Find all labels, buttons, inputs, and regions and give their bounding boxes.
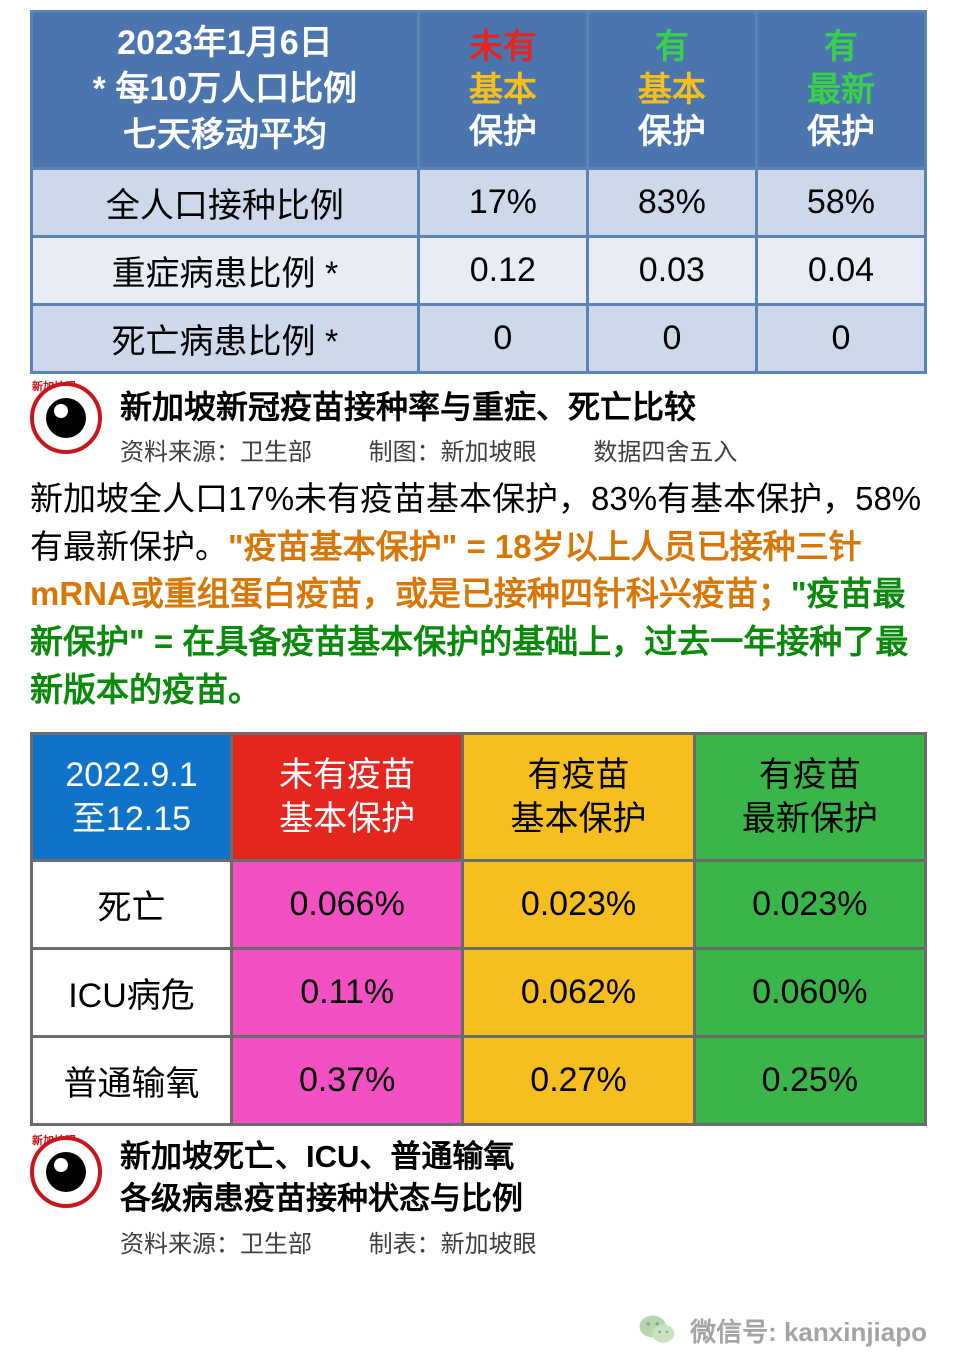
t1-r1-label: 重症病患比例 * xyxy=(32,236,419,304)
table-row: ICU病危 0.11% 0.062% 0.060% xyxy=(32,949,926,1037)
t1-r2-label: 死亡病患比例 * xyxy=(32,304,419,372)
explanation-paragraph: 新加坡全人口17%未有疫苗基本保护，83%有基本保护，58%有最新保护。"疫苗基… xyxy=(30,475,927,714)
t1-c1-l1: 未有 xyxy=(424,26,582,69)
caption2-title-l1: 新加坡死亡、ICU、普通输氧 xyxy=(120,1139,514,1174)
t1-r1-v1: 0.12 xyxy=(418,236,587,304)
t2-h2-l2: 基本保护 xyxy=(237,797,457,841)
t2-h2: 未有疫苗 基本保护 xyxy=(232,733,463,860)
logo-icon: 新加坡眼 xyxy=(30,1136,110,1216)
logo-circle-icon xyxy=(30,382,102,454)
t2-r0-v2: 0.023% xyxy=(463,861,694,949)
t1-r2-v1: 0 xyxy=(418,304,587,372)
table-row: 全人口接种比例 17% 83% 58% xyxy=(32,168,926,236)
t1-hl-line2: * 每10万人口比例 xyxy=(37,67,413,113)
t1-col3-header: 有 最新 保护 xyxy=(756,12,925,169)
t2-r1-label: ICU病危 xyxy=(32,949,232,1037)
t1-c2-l3: 保护 xyxy=(593,111,751,154)
caption1-text: 新加坡新冠疫苗接种率与重症、死亡比较 资料来源：卫生部 制图：新加坡眼 数据四舍… xyxy=(120,382,927,467)
logo-circle-icon xyxy=(30,1136,102,1208)
t1-r0-v1: 17% xyxy=(418,168,587,236)
caption1-note: 数据四舍五入 xyxy=(593,432,737,467)
t2-h1-l1: 2022.9.1 xyxy=(37,753,226,797)
t1-hl-line1: 2023年1月6日 xyxy=(37,21,413,67)
t2-r2-v1: 0.37% xyxy=(232,1037,463,1125)
t1-hl-line3: 七天移动平均 xyxy=(37,113,413,159)
t2-h2-l1: 未有疫苗 xyxy=(237,753,457,797)
t2-h4: 有疫苗 最新保护 xyxy=(694,733,925,860)
caption2-title: 新加坡死亡、ICU、普通输氧 各级病患疫苗接种状态与比例 xyxy=(120,1136,927,1220)
t2-r1-v3: 0.060% xyxy=(694,949,925,1037)
table-row: 死亡 0.066% 0.023% 0.023% xyxy=(32,861,926,949)
t1-r1-v3: 0.04 xyxy=(756,236,925,304)
t1-col1-header: 未有 基本 保护 xyxy=(418,12,587,169)
logo-eye-icon xyxy=(46,398,86,438)
caption1-title: 新加坡新冠疫苗接种率与重症、死亡比较 xyxy=(120,382,927,428)
t1-c3-l2: 最新 xyxy=(762,69,920,112)
t2-h3-l2: 基本保护 xyxy=(468,797,688,841)
t2-r2-v3: 0.25% xyxy=(694,1037,925,1125)
t2-r0-label: 死亡 xyxy=(32,861,232,949)
t2-r1-v2: 0.062% xyxy=(463,949,694,1037)
caption2-maker: 制表：新加坡眼 xyxy=(369,1224,537,1259)
t2-h1: 2022.9.1 至12.15 xyxy=(32,733,232,860)
table-row: 死亡病患比例 * 0 0 0 xyxy=(32,304,926,372)
t2-r2-label: 普通输氧 xyxy=(32,1037,232,1125)
t1-c3-l3: 保护 xyxy=(762,111,920,154)
t1-c1-l3: 保护 xyxy=(424,111,582,154)
table-row: 重症病患比例 * 0.12 0.03 0.04 xyxy=(32,236,926,304)
t1-c2-l2: 基本 xyxy=(593,69,751,112)
caption1-source: 资料来源：卫生部 xyxy=(120,432,312,467)
table-row: 普通输氧 0.37% 0.27% 0.25% xyxy=(32,1037,926,1125)
t1-c1-l2: 基本 xyxy=(424,69,582,112)
t1-header-left: 2023年1月6日 * 每10万人口比例 七天移动平均 xyxy=(32,12,419,169)
t2-h4-l1: 有疫苗 xyxy=(700,753,920,797)
t1-r0-v3: 58% xyxy=(756,168,925,236)
logo-eye-icon xyxy=(46,1152,86,1192)
t1-r0-v2: 83% xyxy=(587,168,756,236)
caption1-sub: 资料来源：卫生部 制图：新加坡眼 数据四舍五入 xyxy=(120,432,927,467)
caption2-text: 新加坡死亡、ICU、普通输氧 各级病患疫苗接种状态与比例 资料来源：卫生部 制表… xyxy=(120,1136,927,1259)
t1-c3-l1: 有 xyxy=(762,26,920,69)
watermark: 微信号: kanxinjiapo xyxy=(636,1308,927,1352)
t1-r2-v2: 0 xyxy=(587,304,756,372)
caption2-title-l2: 各级病患疫苗接种状态与比例 xyxy=(120,1181,523,1216)
caption2-source: 资料来源：卫生部 xyxy=(120,1224,312,1259)
t1-r1-v2: 0.03 xyxy=(587,236,756,304)
t2-h1-l2: 至12.15 xyxy=(37,797,226,841)
logo-icon: 新加坡眼 xyxy=(30,382,110,462)
caption1-maker: 制图：新加坡眼 xyxy=(369,432,537,467)
t2-h3-l1: 有疫苗 xyxy=(468,753,688,797)
t1-c2-l1: 有 xyxy=(593,26,751,69)
t1-col2-header: 有 基本 保护 xyxy=(587,12,756,169)
t2-r0-v1: 0.066% xyxy=(232,861,463,949)
t2-r0-v3: 0.023% xyxy=(694,861,925,949)
severity-table: 2022.9.1 至12.15 未有疫苗 基本保护 有疫苗 基本保护 有疫苗 最… xyxy=(30,732,927,1126)
t1-r2-v3: 0 xyxy=(756,304,925,372)
t2-r2-v2: 0.27% xyxy=(463,1037,694,1125)
t1-r0-label: 全人口接种比例 xyxy=(32,168,419,236)
t2-h4-l2: 最新保护 xyxy=(700,797,920,841)
caption2-row: 新加坡眼 新加坡死亡、ICU、普通输氧 各级病患疫苗接种状态与比例 资料来源：卫… xyxy=(30,1136,927,1259)
caption1-row: 新加坡眼 新加坡新冠疫苗接种率与重症、死亡比较 资料来源：卫生部 制图：新加坡眼… xyxy=(30,382,927,467)
vaccination-rate-table: 2023年1月6日 * 每10万人口比例 七天移动平均 未有 基本 保护 有 基… xyxy=(30,10,927,374)
caption2-sub: 资料来源：卫生部 制表：新加坡眼 xyxy=(120,1224,927,1259)
t2-r1-v1: 0.11% xyxy=(232,949,463,1037)
t2-h3: 有疫苗 基本保护 xyxy=(463,733,694,860)
watermark-text: 微信号: kanxinjiapo xyxy=(690,1312,927,1349)
wechat-icon xyxy=(636,1308,680,1352)
